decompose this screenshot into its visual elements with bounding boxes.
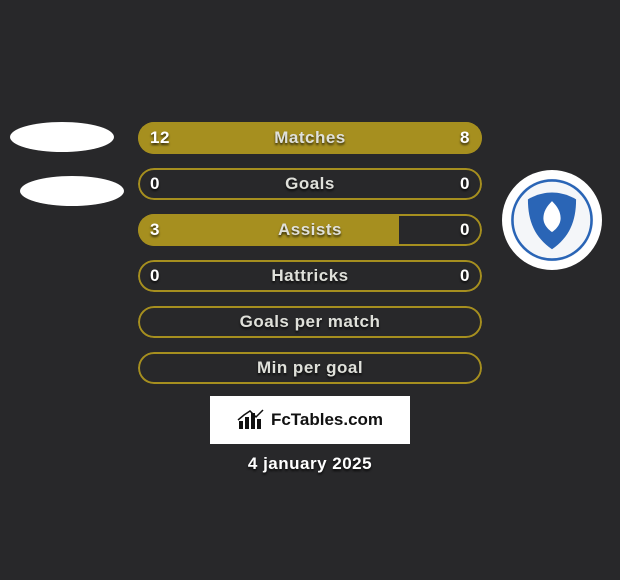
stat-row-goals: 00Goals [138,168,482,200]
team-crest-graphic [506,174,598,266]
stats-rows: 128Matches 00Goals 30Assists 00Hattricks Goa… [138,122,482,398]
row-label: Hattricks [138,260,482,292]
shield-icon [509,177,595,263]
row-label: Goals [138,168,482,200]
stat-row-assists: 30Assists [138,214,482,246]
watermark: FcTables.com [210,396,410,444]
bar-chart-icon [237,409,265,431]
date: 4 january 2025 [0,454,620,474]
row-label: Matches [138,122,482,154]
row-label: Min per goal [138,352,482,384]
stat-row-min-per-goal: Min per goal [138,352,482,384]
team-crest-right [502,170,602,270]
stat-row-hattricks: 00Hattricks [138,260,482,292]
left-oval-2 [20,176,124,206]
row-label: Goals per match [138,306,482,338]
watermark-text: FcTables.com [271,410,383,430]
stat-row-goals-per-match: Goals per match [138,306,482,338]
row-label: Assists [138,214,482,246]
left-oval-1 [10,122,114,152]
stat-row-matches: 128Matches [138,122,482,154]
